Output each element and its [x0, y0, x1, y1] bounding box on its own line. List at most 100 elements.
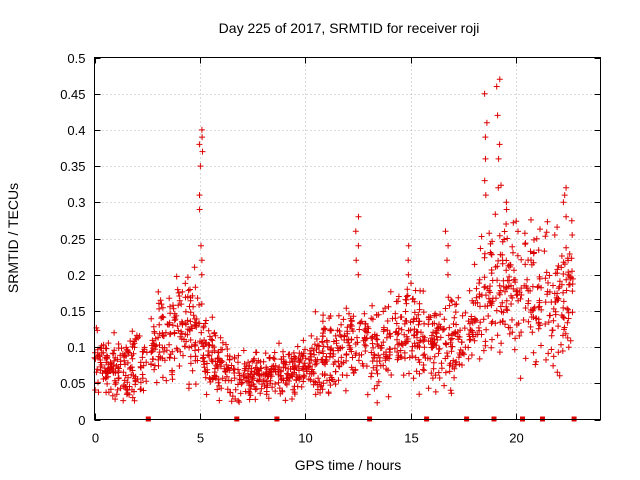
- data-point: [472, 300, 479, 307]
- data-point: [199, 355, 206, 362]
- data-point: [544, 218, 551, 225]
- data-point: [431, 353, 438, 360]
- data-point: [187, 337, 194, 343]
- data-point: [296, 367, 302, 374]
- data-point: [408, 280, 414, 287]
- data-point: [245, 359, 252, 366]
- data-point: [231, 354, 238, 361]
- data-point: [371, 385, 378, 392]
- data-point: [489, 238, 496, 245]
- y-tick-label: 0.15: [60, 304, 85, 319]
- data-point: [291, 369, 297, 376]
- data-point: [507, 324, 514, 331]
- data-point: [92, 355, 99, 362]
- data-point: [543, 356, 549, 363]
- data-point: [128, 371, 135, 378]
- data-point: [432, 388, 439, 395]
- data-point: [97, 345, 104, 352]
- data-point: [175, 327, 182, 334]
- data-point: [196, 141, 203, 148]
- data-point: [527, 323, 534, 330]
- data-point: [211, 347, 218, 354]
- y-tick-label: 0.4: [67, 123, 85, 138]
- data-point: [465, 331, 472, 338]
- data-point: [468, 352, 475, 358]
- data-point: [530, 259, 537, 266]
- data-point: [100, 349, 107, 356]
- data-point: [131, 340, 138, 347]
- data-point: [444, 350, 450, 356]
- data-point: [567, 337, 574, 344]
- data-point: [131, 375, 138, 382]
- data-point: [387, 330, 393, 337]
- data-point: [338, 354, 345, 361]
- data-point: [362, 336, 369, 343]
- data-point: [563, 244, 570, 251]
- data-point: [449, 298, 455, 305]
- data-point: [300, 363, 307, 370]
- data-point: [511, 346, 518, 353]
- data-point: [282, 397, 289, 404]
- data-point: [565, 269, 572, 276]
- data-point: [368, 370, 375, 377]
- data-point: [527, 287, 534, 294]
- data-point: [368, 373, 374, 380]
- data-point: [459, 362, 465, 368]
- data-point: [445, 332, 452, 339]
- data-point: [515, 228, 521, 235]
- data-point: [111, 377, 118, 384]
- data-point: [198, 126, 205, 133]
- data-point: [554, 266, 561, 273]
- data-point: [267, 380, 274, 387]
- data-point: [496, 282, 503, 289]
- data-point: [555, 285, 562, 292]
- data-point: [537, 226, 543, 233]
- data-point: [92, 387, 99, 393]
- data-point: [331, 359, 338, 365]
- x-tick-label: 20: [509, 431, 523, 446]
- data-point: [493, 295, 499, 302]
- data-point: [350, 328, 356, 335]
- data-point: [158, 301, 165, 308]
- data-point: [531, 236, 537, 243]
- data-point: [404, 286, 411, 293]
- data-point: [416, 306, 423, 313]
- data-point: [155, 288, 162, 295]
- data-point: [534, 284, 541, 291]
- data-point: [167, 310, 174, 317]
- data-point: [445, 242, 452, 249]
- data-point: [528, 216, 534, 223]
- data-point: [429, 375, 436, 382]
- data-point: [356, 326, 363, 333]
- data-point: [263, 370, 270, 376]
- data-point: [448, 390, 455, 397]
- data-point: [272, 388, 279, 395]
- data-point: [157, 297, 164, 304]
- data-point: [569, 281, 576, 287]
- data-point: [511, 267, 517, 274]
- data-point: [151, 330, 158, 337]
- data-point: [509, 294, 516, 301]
- data-point: [185, 287, 192, 294]
- data-point: [546, 272, 553, 279]
- data-point: [166, 295, 173, 302]
- x-tick-label: 10: [298, 431, 312, 446]
- data-point: [481, 274, 488, 281]
- data-point: [214, 355, 221, 362]
- data-point: [446, 368, 453, 375]
- data-point: [327, 346, 334, 353]
- data-point: [206, 375, 213, 382]
- data-point: [131, 397, 138, 404]
- data-point: [535, 283, 542, 290]
- data-point: [327, 313, 334, 319]
- data-point: [550, 317, 557, 324]
- data-point: [471, 261, 478, 268]
- plot-frame: [94, 57, 601, 420]
- data-point: [468, 316, 475, 323]
- data-point: [439, 327, 446, 333]
- data-point: [524, 276, 531, 283]
- data-point: [568, 217, 575, 224]
- data-point: [513, 218, 520, 225]
- data-point: [106, 368, 113, 374]
- data-point: [257, 390, 264, 397]
